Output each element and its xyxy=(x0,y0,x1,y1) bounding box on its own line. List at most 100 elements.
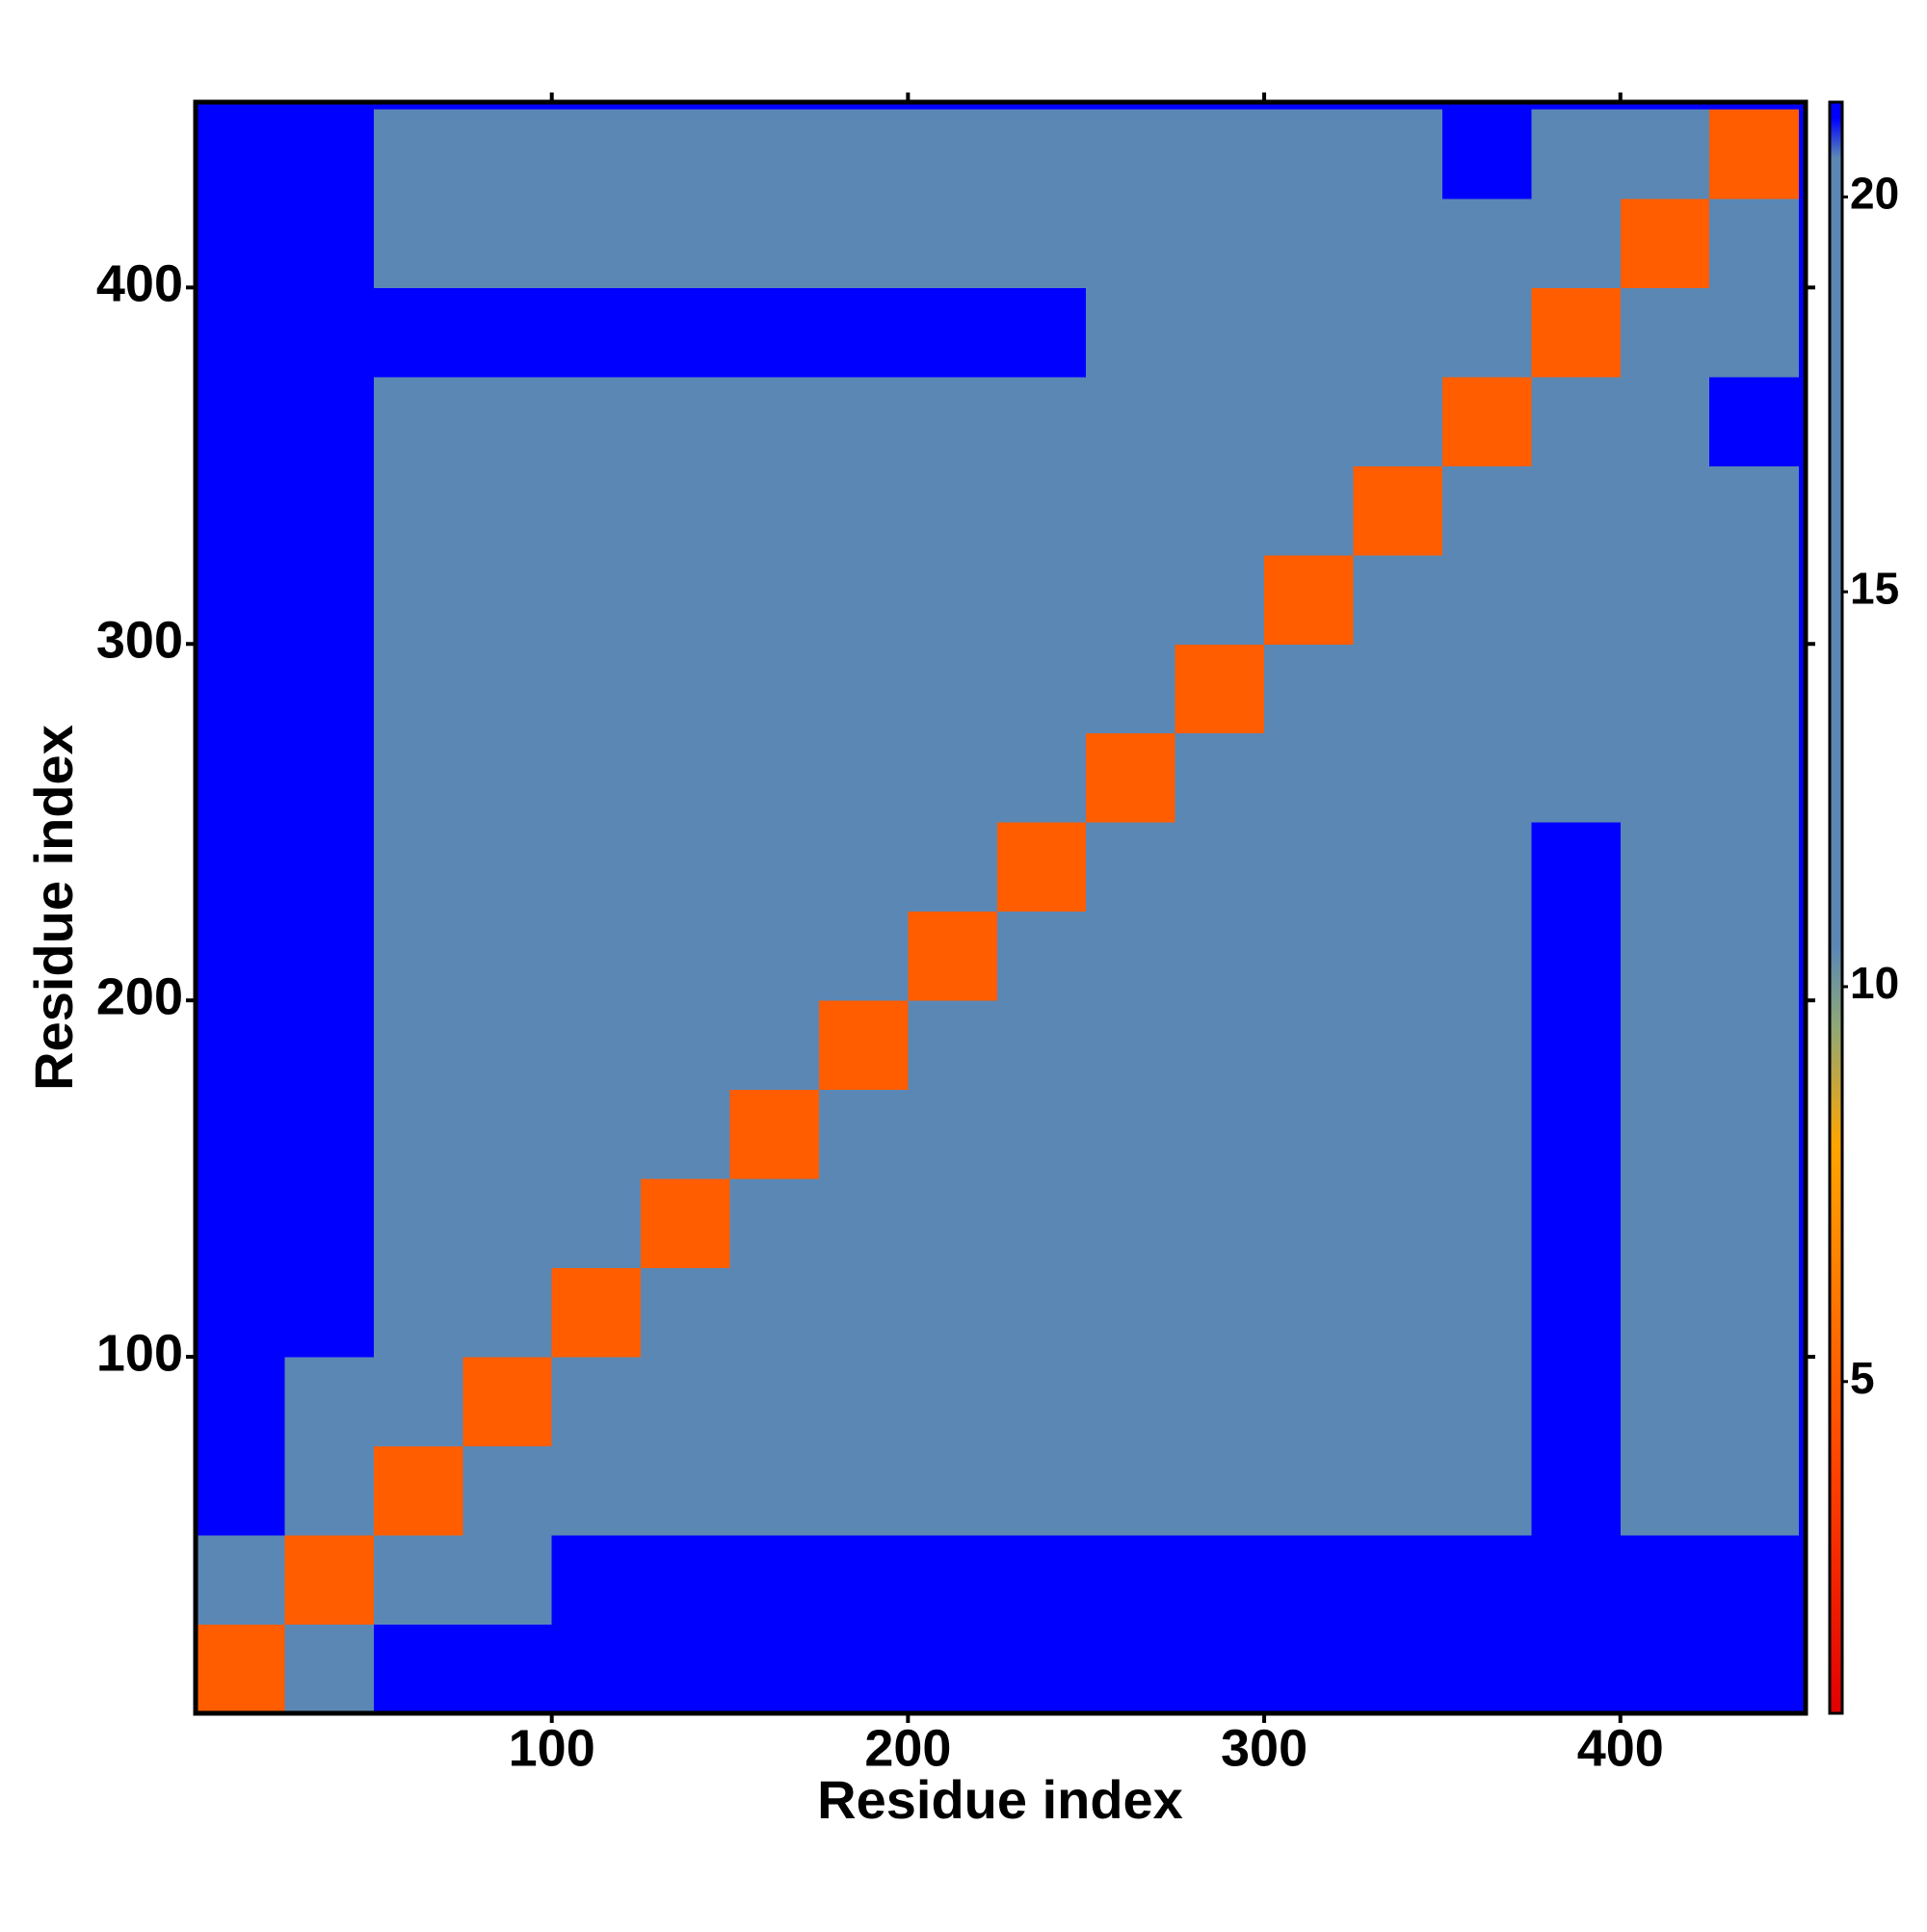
heatmap-cell xyxy=(1441,198,1532,288)
heatmap-cell xyxy=(641,376,731,466)
heatmap-cell xyxy=(1264,1267,1354,1358)
heatmap-cell xyxy=(1531,1357,1622,1447)
heatmap-cell xyxy=(284,1000,375,1091)
x-axis-title: Residue index xyxy=(817,1769,1183,1830)
heatmap-cell xyxy=(1441,822,1532,913)
heatmap-cell xyxy=(1531,198,1622,288)
heatmap-cell xyxy=(1620,644,1710,734)
heatmap-cell xyxy=(729,1535,820,1626)
heatmap-cell xyxy=(196,911,285,1001)
heatmap-cell xyxy=(284,732,375,823)
heatmap-cell xyxy=(1531,376,1622,466)
heatmap-cell xyxy=(1709,376,1800,466)
heatmap-cell xyxy=(373,1624,463,1714)
heatmap-cell xyxy=(1175,911,1265,1001)
heatmap-cell xyxy=(641,1445,731,1536)
heatmap-cell xyxy=(1086,1535,1176,1626)
heatmap-cell xyxy=(729,1445,820,1536)
heatmap-cell xyxy=(284,1178,375,1269)
heatmap-cell xyxy=(1086,1357,1176,1447)
heatmap-cell xyxy=(1531,1445,1622,1536)
heatmap-cell xyxy=(284,644,375,734)
heatmap-cell xyxy=(551,1357,642,1447)
heatmap-cell xyxy=(908,287,998,378)
heatmap-cell xyxy=(1531,1089,1622,1179)
heatmap-cell xyxy=(641,1267,731,1358)
x-tick-label: 300 xyxy=(1221,1719,1307,1777)
heatmap-cell xyxy=(908,1178,998,1269)
heatmap-cell xyxy=(551,1178,642,1269)
heatmap-cell xyxy=(1175,732,1265,823)
heatmap-cell xyxy=(196,644,285,734)
heatmap-cell xyxy=(1175,109,1265,199)
heatmap-cell xyxy=(551,911,642,1001)
heatmap-cell xyxy=(908,1357,998,1447)
heatmap-cell xyxy=(373,287,463,378)
heatmap-cell xyxy=(996,644,1087,734)
heatmap-cell xyxy=(818,822,909,913)
heatmap-cell xyxy=(462,1089,553,1179)
heatmap-cell xyxy=(373,732,463,823)
heatmap-cell xyxy=(373,1267,463,1358)
heatmap-cell xyxy=(996,376,1087,466)
heatmap-cell xyxy=(1175,1624,1265,1714)
heatmap-cell xyxy=(641,1178,731,1269)
heatmap-cell xyxy=(551,287,642,378)
heatmap-cell xyxy=(1175,1445,1265,1536)
heatmap-cell xyxy=(196,465,285,556)
heatmap-cell xyxy=(1353,1089,1443,1179)
heatmap-cell xyxy=(551,465,642,556)
heatmap-cell xyxy=(373,1535,463,1626)
heatmap-cell xyxy=(462,376,553,466)
heatmap-cell xyxy=(818,1267,909,1358)
heatmap-cell xyxy=(1441,1624,1532,1714)
heatmap-cell xyxy=(284,1357,375,1447)
heatmap-cell xyxy=(996,1445,1087,1536)
heatmap-cell xyxy=(1353,644,1443,734)
heatmap-cell xyxy=(729,1178,820,1269)
heatmap-cell xyxy=(1353,109,1443,199)
heatmap-cell xyxy=(1264,554,1354,645)
heatmap-cell xyxy=(462,109,553,199)
heatmap-cell xyxy=(196,1267,285,1358)
heatmap-cell xyxy=(284,554,375,645)
heatmap-cell xyxy=(284,109,375,199)
heatmap-cell xyxy=(1175,1089,1265,1179)
heatmap-cell xyxy=(908,911,998,1001)
heatmap-cell xyxy=(1264,1000,1354,1091)
heatmap-cell xyxy=(373,1089,463,1179)
x-tick-label: 400 xyxy=(1577,1719,1664,1777)
heatmap-cell xyxy=(196,1089,285,1179)
heatmap-cell xyxy=(818,732,909,823)
heatmap-cell xyxy=(1086,554,1176,645)
heatmap-cell xyxy=(1175,1357,1265,1447)
heatmap-cell xyxy=(1531,644,1622,734)
heatmap-cell xyxy=(462,198,553,288)
heatmap-cell xyxy=(196,109,285,199)
heatmap-cell xyxy=(729,1624,820,1714)
heatmap-cell xyxy=(1086,465,1176,556)
heatmap-cell xyxy=(373,376,463,466)
heatmap-cell xyxy=(1531,1624,1622,1714)
heatmap-cell xyxy=(729,465,820,556)
heatmap-cell xyxy=(1620,732,1710,823)
heatmap-cell xyxy=(1353,465,1443,556)
heatmap-cell xyxy=(908,732,998,823)
heatmap-cell xyxy=(373,1357,463,1447)
heatmap-cell xyxy=(641,732,731,823)
heatmap-cell xyxy=(284,1624,375,1714)
heatmap-cell xyxy=(373,1445,463,1536)
heatmap-cell xyxy=(996,109,1087,199)
heatmap-cell xyxy=(1264,198,1354,288)
heatmap-cell xyxy=(196,376,285,466)
heatmap-cell xyxy=(1264,911,1354,1001)
heatmap-cell xyxy=(196,287,285,378)
heatmap-cell xyxy=(284,822,375,913)
heatmap-cell xyxy=(462,465,553,556)
heatmap-cell xyxy=(1175,554,1265,645)
heatmap-cell xyxy=(1086,1445,1176,1536)
heatmap-cell xyxy=(1353,554,1443,645)
heatmap-cell xyxy=(1264,822,1354,913)
heatmap-cell xyxy=(551,1535,642,1626)
heatmap-cell xyxy=(1620,376,1710,466)
